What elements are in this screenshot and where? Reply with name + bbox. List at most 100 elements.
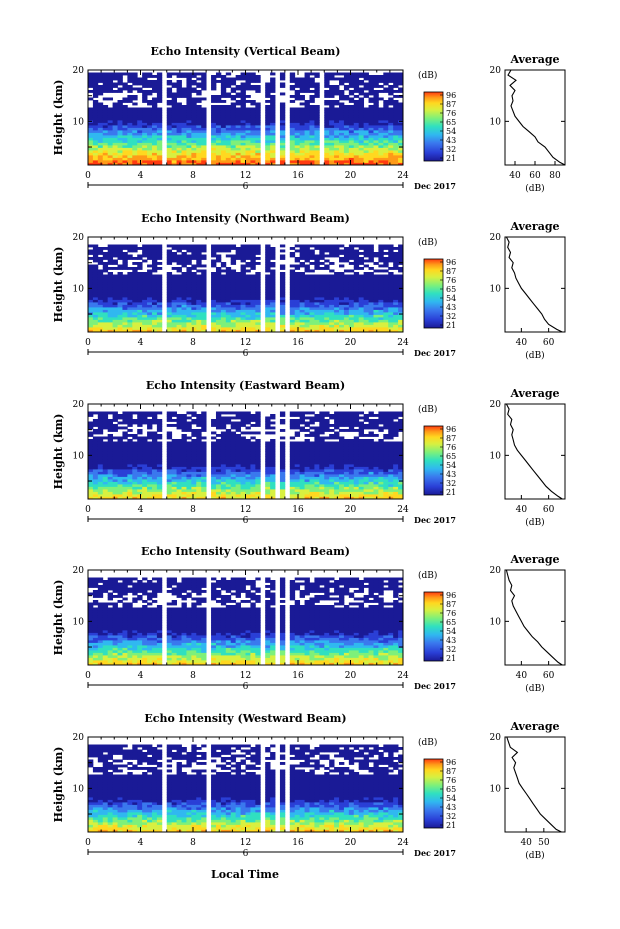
heatmap-cell: [388, 289, 394, 293]
heatmap-cell: [353, 155, 360, 158]
heatmap-cell: [255, 77, 261, 81]
heatmap-cell: [339, 77, 345, 81]
heatmap-cell: [215, 97, 222, 101]
heatmap-cell: [107, 132, 114, 136]
heatmap-cell: [147, 454, 153, 457]
heatmap-cell: [147, 491, 153, 495]
heatmap-cell: [127, 110, 133, 113]
colorbar: [423, 258, 444, 329]
panel-title: Echo Intensity (Vertical Beam): [150, 45, 340, 58]
heatmap-cell: [107, 157, 114, 161]
heatmap-cell: [211, 135, 217, 138]
heatmap-cell: [398, 257, 404, 260]
heatmap-cell: [309, 97, 315, 101]
heatmap-cell: [294, 322, 301, 325]
heatmap-cell: [215, 282, 222, 285]
heatmap-cell: [127, 117, 133, 121]
heatmap-cell: [240, 75, 246, 78]
heatmap-cell: [309, 309, 315, 313]
heatmap-cell: [289, 312, 296, 315]
heatmap-cell: [289, 277, 296, 280]
heatmap-cell: [265, 130, 271, 133]
heatmap-cell: [299, 324, 305, 328]
heatmap-cell: [304, 115, 310, 118]
heatmap-cell: [309, 324, 315, 328]
heatmap-cell: [393, 314, 399, 318]
heatmap-cell: [343, 152, 350, 156]
heatmap-cell: [88, 289, 94, 293]
heatmap-cell: [383, 264, 389, 268]
heatmap-cell: [97, 429, 104, 432]
heatmap-cell: [92, 469, 99, 472]
heatmap-cell: [309, 135, 315, 138]
heatmap-cell: [353, 264, 360, 268]
heatmap-cell: [348, 132, 355, 136]
heatmap-cell: [279, 249, 286, 253]
heatmap-cell: [142, 416, 148, 420]
heatmap-cell: [319, 302, 325, 305]
heatmap-cell: [255, 476, 261, 480]
heatmap-cell: [186, 307, 192, 310]
heatmap-cell: [373, 289, 379, 293]
avg-x-tick-label: 40: [509, 171, 521, 181]
heatmap-cell: [324, 150, 330, 153]
heatmap-cell: [122, 142, 128, 146]
heatmap-cell: [107, 162, 114, 166]
heatmap-cell: [220, 426, 227, 430]
heatmap-cell: [211, 289, 217, 293]
heatmap-cell: [358, 125, 365, 128]
heatmap-cell: [265, 479, 271, 482]
heatmap-cell: [314, 107, 320, 111]
heatmap-cell: [245, 282, 251, 285]
heatmap-cell: [196, 262, 202, 265]
heatmap-cell: [201, 287, 207, 290]
heatmap-cell: [309, 314, 315, 318]
heatmap-cell: [171, 494, 177, 497]
heatmap-cell: [343, 127, 350, 131]
heatmap-cell: [127, 254, 133, 258]
heatmap-cell: [388, 319, 394, 323]
heatmap-cell: [147, 125, 153, 128]
heatmap-cell: [324, 147, 330, 151]
heatmap-cell: [353, 302, 360, 305]
heatmap-cell: [211, 112, 217, 116]
heatmap-cell: [215, 491, 222, 495]
heatmap-cell: [117, 324, 123, 328]
heatmap-cell: [215, 160, 222, 163]
heatmap-cell: [230, 127, 237, 131]
heatmap-cell: [176, 297, 182, 300]
heatmap-cell: [398, 147, 404, 151]
heatmap-cell: [220, 117, 227, 121]
heatmap-cell: [156, 494, 163, 497]
heatmap-cell: [220, 454, 227, 457]
heatmap-cell: [142, 135, 148, 138]
heatmap-cell: [166, 122, 173, 126]
heatmap-cell: [196, 90, 202, 93]
heatmap-cell: [211, 155, 217, 158]
heatmap-cell: [122, 496, 128, 500]
heatmap-cell: [240, 309, 246, 313]
heatmap-cell: [176, 464, 182, 467]
heatmap-cell: [334, 294, 340, 298]
heatmap-cell: [112, 459, 118, 462]
heatmap-cell: [314, 314, 320, 318]
heatmap-cell: [112, 125, 118, 128]
heatmap-cell: [279, 82, 286, 86]
heatmap-cell: [368, 100, 374, 103]
heatmap-cell: [240, 297, 246, 300]
heatmap-cell: [147, 411, 153, 415]
heatmap-cell: [299, 274, 305, 278]
heatmap-cell: [137, 479, 143, 482]
heatmap-cell: [196, 294, 202, 298]
heatmap-cell: [215, 304, 222, 308]
heatmap-cell: [245, 140, 251, 143]
heatmap-cell: [255, 329, 261, 333]
heatmap-cell: [388, 307, 394, 310]
heatmap-cell: [250, 267, 256, 270]
heatmap-cell: [398, 312, 404, 315]
heatmap-cell: [220, 444, 227, 447]
heatmap-cell: [220, 317, 227, 320]
heatmap-cell: [225, 491, 232, 495]
heatmap-cell: [309, 130, 315, 133]
heatmap-cell: [245, 122, 251, 126]
